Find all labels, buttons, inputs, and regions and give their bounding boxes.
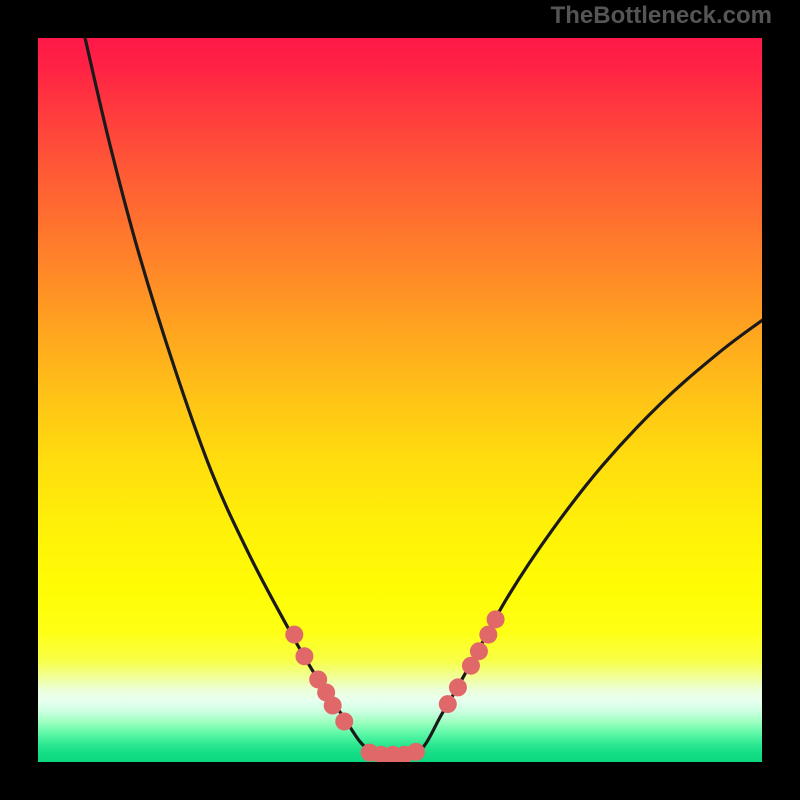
plot-svg bbox=[38, 38, 762, 762]
data-marker bbox=[407, 743, 425, 761]
data-marker bbox=[285, 626, 303, 644]
data-marker bbox=[324, 697, 342, 715]
data-marker bbox=[295, 647, 313, 665]
data-marker bbox=[439, 695, 457, 713]
watermark-text: TheBottleneck.com bbox=[551, 2, 772, 30]
chart-frame: TheBottleneck.com bbox=[0, 0, 800, 800]
gradient-background bbox=[38, 38, 762, 762]
data-marker bbox=[470, 642, 488, 660]
data-marker bbox=[449, 678, 467, 696]
data-marker bbox=[487, 610, 505, 628]
data-marker bbox=[335, 712, 353, 730]
